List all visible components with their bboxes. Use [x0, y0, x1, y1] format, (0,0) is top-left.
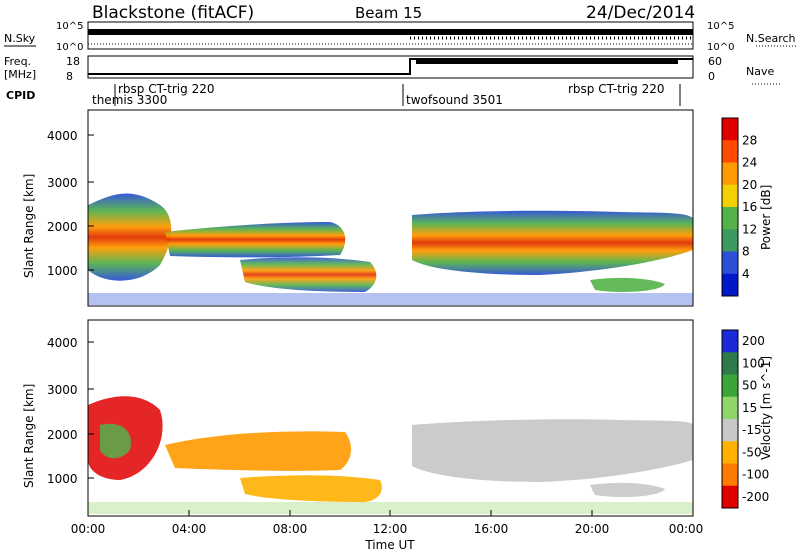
- power-colorbar-swatch: [722, 229, 738, 252]
- velocity-colorbar-tick: 50: [742, 379, 757, 393]
- velocity-panel: [87, 319, 694, 517]
- xtick-2400: 00:00: [669, 522, 704, 536]
- velocity-colorbar-tick: -200: [742, 490, 769, 504]
- power-ylabel: Slant Range [km]: [22, 174, 36, 278]
- xlabel: Time UT: [364, 538, 415, 552]
- nave-label: Nave: [746, 65, 774, 78]
- velocity-colorbar-tick: 15: [742, 401, 757, 415]
- nsky-trace: [88, 29, 693, 35]
- power-band-mid: [165, 222, 346, 258]
- velocity-colorbar-tick: 200: [742, 334, 765, 348]
- xtick-2000: 20:00: [575, 522, 610, 536]
- power-colorbar-label: Power [dB]: [759, 185, 773, 250]
- power-colorbar-tick: 28: [742, 133, 757, 147]
- velocity-region-mid: [165, 431, 352, 471]
- xtick-0800: 08:00: [273, 522, 308, 536]
- power-colorbar-tick: 4: [742, 267, 750, 281]
- power-ytick-3000: 3000: [47, 176, 78, 190]
- nsearch-tick-top: 10^5: [707, 21, 734, 32]
- velocity-y-axis: 1000 2000 3000 4000: [47, 336, 94, 486]
- xtick-0400: 04:00: [172, 522, 207, 536]
- power-colorbar-swatch: [722, 207, 738, 230]
- power-colorbar-swatch: [722, 118, 738, 141]
- cpid-label: CPID: [6, 89, 35, 102]
- freq-tick-bottom: 8: [66, 70, 73, 83]
- power-colorbar: 4 8 12 16 20 24 28: [721, 117, 757, 297]
- velocity-ytick-3000: 3000: [47, 383, 78, 397]
- power-ytick-4000: 4000: [47, 129, 78, 143]
- power-colorbar-tick: 16: [742, 200, 757, 214]
- velocity-region-low: [240, 475, 382, 502]
- velocity-region-grey: [412, 419, 693, 482]
- nsky-tick-bottom: 10^0: [56, 42, 83, 53]
- power-panel: [87, 109, 694, 307]
- velocity-colorbar-tick: -100: [742, 468, 769, 482]
- cpid-annotation-3: twofsound 3501: [406, 93, 503, 107]
- velocity-colorbar-swatch: [722, 330, 738, 353]
- velocity-ytick-1000: 1000: [47, 472, 78, 486]
- freq-tick-top: 18: [66, 55, 80, 68]
- xtick-1200: 12:00: [373, 522, 408, 536]
- power-colorbar-swatch: [722, 273, 738, 297]
- x-axis: [188, 510, 593, 516]
- velocity-ytick-4000: 4000: [47, 336, 78, 350]
- velocity-colorbar-swatch: [722, 485, 738, 509]
- freq-panel: [87, 55, 694, 79]
- velocity-colorbar-label: Velocity [m s^-1]: [759, 356, 773, 460]
- velocity-colorbar-swatch: [722, 396, 738, 420]
- cpid-annotation-2: themis 3300: [92, 93, 167, 107]
- date-title: 24/Dec/2014: [586, 3, 695, 23]
- nsearch-label: N.Search: [746, 32, 796, 45]
- power-y-axis: 1000 2000 3000 4000: [47, 129, 94, 278]
- velocity-ground-speckle: [88, 502, 693, 514]
- nave-trace: [416, 58, 678, 64]
- velocity-colorbar-tick: 100: [742, 356, 765, 370]
- cpid-annotation-1: rbsp CT-trig 220: [118, 82, 214, 96]
- power-ytick-1000: 1000: [47, 264, 78, 278]
- velocity-colorbar-tick: -50: [742, 445, 762, 459]
- velocity-colorbar-swatch: [722, 463, 738, 487]
- nave-tick-top: 60: [708, 55, 722, 68]
- velocity-colorbar: 200 100 50 15 -15 -50 -100 -200: [721, 329, 769, 509]
- beam-title: Beam 15: [355, 4, 422, 22]
- velocity-colorbar-frame: [721, 329, 739, 509]
- velocity-data: [88, 396, 693, 514]
- power-band-late: [412, 210, 693, 275]
- power-band-early: [88, 193, 172, 281]
- power-colorbar-tick: 12: [742, 222, 757, 236]
- nsky-panel: [87, 21, 694, 50]
- power-colorbar-frame: [721, 117, 739, 297]
- velocity-ytick-2000: 2000: [47, 428, 78, 442]
- power-ytick-2000: 2000: [47, 220, 78, 234]
- power-colorbar-swatch: [722, 251, 738, 275]
- xtick-1600: 16:00: [474, 522, 509, 536]
- velocity-colorbar-swatch: [722, 352, 738, 375]
- velocity-colorbar-swatch: [722, 419, 738, 442]
- cpid-annotation-4: rbsp CT-trig 220: [568, 82, 664, 96]
- velocity-ylabel: Slant Range [km]: [22, 384, 36, 488]
- power-colorbar-tick: 24: [742, 156, 757, 170]
- velocity-colorbar-swatch: [722, 374, 738, 398]
- nsearch-tick-bottom: 10^0: [707, 42, 734, 53]
- velocity-colorbar-swatch: [722, 441, 738, 464]
- power-patch: [590, 277, 665, 292]
- nave-tick-bottom: 0: [708, 70, 715, 83]
- station-title: Blackstone (fitACF): [92, 3, 254, 23]
- power-colorbar-tick: 20: [742, 178, 757, 192]
- nsky-label: N.Sky: [4, 32, 36, 45]
- freq-label-2: [MHz]: [4, 68, 36, 81]
- power-ground-speckle: [88, 293, 693, 305]
- xtick-0000: 00:00: [71, 522, 106, 536]
- power-colorbar-swatch: [722, 140, 738, 163]
- power-colorbar-swatch: [722, 162, 738, 186]
- freq-label-1: Freq.: [4, 55, 31, 68]
- power-colorbar-tick: 8: [742, 245, 750, 259]
- cpid-markers: [114, 84, 681, 106]
- power-data: [88, 193, 693, 305]
- nsky-tick-top: 10^5: [56, 21, 83, 32]
- power-colorbar-swatch: [722, 184, 738, 208]
- velocity-colorbar-tick: -15: [742, 423, 762, 437]
- power-band-low: [240, 257, 377, 292]
